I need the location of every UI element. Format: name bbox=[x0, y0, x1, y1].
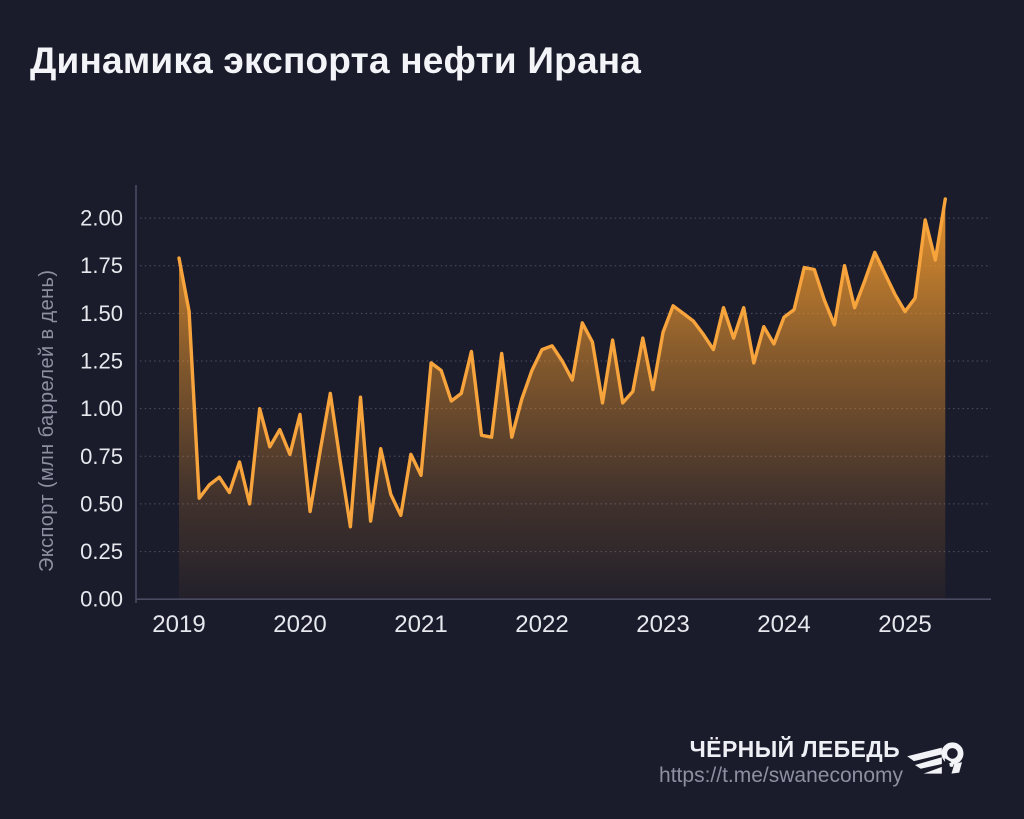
y-tick-label: 0.75 bbox=[80, 444, 123, 469]
y-tick-label: 0.00 bbox=[80, 587, 123, 612]
x-tick-label: 2021 bbox=[394, 611, 447, 638]
y-tick-label: 2.00 bbox=[80, 206, 123, 231]
x-tick-label: 2023 bbox=[636, 611, 689, 638]
x-tick-label: 2024 bbox=[757, 611, 810, 638]
y-tick-label: 0.25 bbox=[80, 539, 123, 564]
y-tick-label: 1.75 bbox=[80, 253, 123, 278]
x-tick-label: 2019 bbox=[152, 611, 205, 638]
swan-logo-icon bbox=[907, 742, 964, 774]
x-tick-label: 2022 bbox=[515, 611, 568, 638]
brand-name: ЧЁРНЫЙ ЛЕБЕДЬ bbox=[689, 736, 900, 762]
y-tick-label: 1.50 bbox=[80, 301, 123, 326]
export-area-fill bbox=[179, 199, 946, 600]
y-tick-label: 0.50 bbox=[80, 491, 123, 516]
x-tick-label: 2020 bbox=[273, 611, 326, 638]
export-line bbox=[177, 197, 947, 529]
y-tick-label: 1.25 bbox=[80, 349, 123, 374]
y-tick-label: 1.00 bbox=[80, 396, 123, 421]
telegram-link: https://t.me/swaneconomy bbox=[659, 764, 903, 787]
page-title: Динамика экспорта нефти Ирана bbox=[30, 40, 642, 81]
x-tick-label: 2025 bbox=[878, 611, 931, 638]
